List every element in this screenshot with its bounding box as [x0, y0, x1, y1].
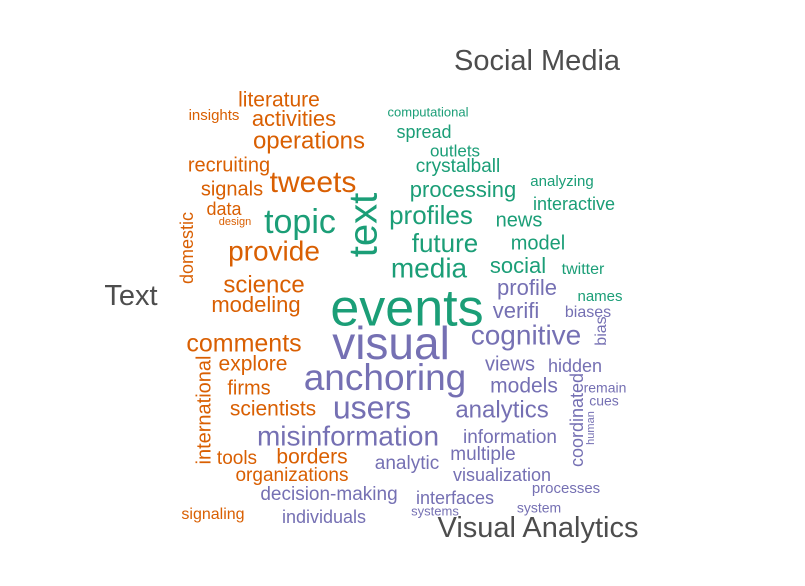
word-names: names — [577, 288, 622, 305]
word-crystalball: crystalball — [416, 156, 500, 177]
word-social: social — [490, 253, 546, 278]
word-profile: profile — [497, 275, 557, 300]
word-twitter: twitter — [562, 261, 605, 278]
word-recruiting: recruiting — [188, 154, 270, 176]
word-activities: activities — [252, 106, 336, 131]
word-decision-making: decision-making — [260, 484, 397, 505]
word-firms: firms — [227, 377, 270, 399]
word-international: international — [193, 356, 215, 465]
word-news: news — [496, 209, 543, 231]
word-outlets: outlets — [430, 141, 480, 160]
word-interactive: interactive — [533, 194, 615, 214]
word-borders: borders — [276, 446, 347, 469]
word-interfaces: interfaces — [416, 488, 494, 508]
word-signals: signals — [201, 178, 263, 200]
word-tools: tools — [217, 448, 257, 469]
word-modeling: modeling — [211, 292, 300, 317]
word-scientists: scientists — [230, 398, 316, 421]
word-domestic: domestic — [177, 212, 197, 284]
word-design: design — [219, 216, 251, 228]
word-processes: processes — [532, 480, 600, 497]
word-media: media — [391, 252, 468, 283]
word-text: text — [342, 193, 386, 257]
word-human: human — [585, 411, 597, 445]
word-models: models — [490, 375, 558, 398]
word-events: events — [330, 280, 483, 338]
word-biases: biases — [565, 304, 611, 321]
group-label-social-media: Social Media — [454, 45, 621, 77]
word-visualization: visualization — [453, 465, 551, 485]
word-profiles: profiles — [389, 200, 473, 230]
group-label-visual-analytics: Visual Analytics — [438, 512, 639, 544]
word-science: science — [223, 271, 304, 298]
word-individuals: individuals — [282, 507, 366, 527]
word-model: model — [511, 232, 565, 254]
word-coordinated: coordinated — [567, 373, 587, 467]
word-remain: remain — [584, 380, 627, 396]
word-explore: explore — [219, 353, 288, 376]
word-processing: processing — [410, 177, 516, 202]
word-operations: operations — [253, 127, 365, 154]
word-bias: bias — [593, 316, 610, 345]
group-label-text: Text — [104, 280, 157, 312]
word-information: information — [463, 427, 557, 448]
word-analytics: analytics — [455, 396, 548, 423]
word-tweets: tweets — [270, 166, 357, 199]
word-systems: systems — [411, 503, 459, 518]
word-provide: provide — [228, 235, 320, 266]
word-visual: visual — [332, 317, 450, 369]
word-organizations: organizations — [235, 465, 348, 486]
word-analytic: analytic — [375, 453, 439, 474]
word-insights: insights — [189, 107, 240, 124]
word-cues: cues — [589, 393, 619, 409]
word-literature: literature — [238, 89, 320, 112]
word-multiple: multiple — [450, 444, 515, 465]
word-users: users — [333, 389, 411, 425]
word-topic: topic — [264, 203, 336, 241]
word-cognitive: cognitive — [471, 319, 582, 350]
word-verifi: verifi — [493, 298, 539, 323]
word-data: data — [206, 199, 242, 219]
word-analyzing: analyzing — [530, 173, 593, 190]
word-spread: spread — [396, 122, 451, 142]
word-computational: computational — [388, 104, 469, 119]
word-anchoring: anchoring — [304, 357, 467, 398]
word-hidden: hidden — [548, 356, 602, 376]
word-system: system — [517, 500, 561, 516]
word-comments: comments — [186, 330, 301, 358]
word-signaling: signaling — [181, 506, 244, 523]
word-misinformation: misinformation — [257, 420, 439, 451]
word-future: future — [412, 228, 479, 258]
word-views: views — [485, 353, 535, 375]
